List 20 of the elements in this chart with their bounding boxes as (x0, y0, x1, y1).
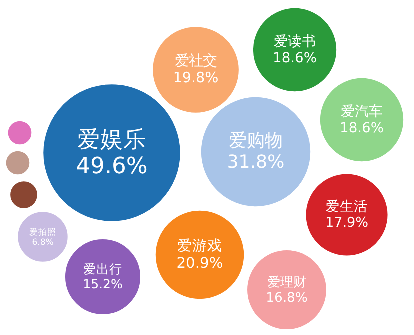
category-label: 爱汽车 (341, 104, 383, 120)
data-label: 18.6% (273, 50, 317, 66)
category-label: 爱游戏 (178, 237, 222, 254)
category-label: 爱拍照 (30, 227, 56, 238)
category-label: 爱娱乐 (78, 126, 146, 153)
category-label: 爱出行 (84, 262, 122, 277)
category-label: 爱社交 (175, 54, 217, 70)
category-label: 爱生活 (326, 199, 368, 216)
data-label: 49.6% (76, 154, 148, 180)
data-label: 17.9% (325, 215, 369, 232)
category-label: 爱读书 (274, 34, 316, 50)
data-label: 20.9% (176, 254, 224, 272)
category-label: 爱购物 (229, 130, 283, 152)
data-label: 16.8% (266, 290, 308, 306)
data-label: 18.6% (340, 120, 384, 136)
data-label: 31.8% (227, 152, 285, 173)
data-label: 6.8% (32, 238, 54, 248)
category-label: 爱理财 (268, 275, 306, 290)
data-label: 15.2% (83, 276, 123, 292)
data-label: 19.8% (173, 70, 219, 87)
